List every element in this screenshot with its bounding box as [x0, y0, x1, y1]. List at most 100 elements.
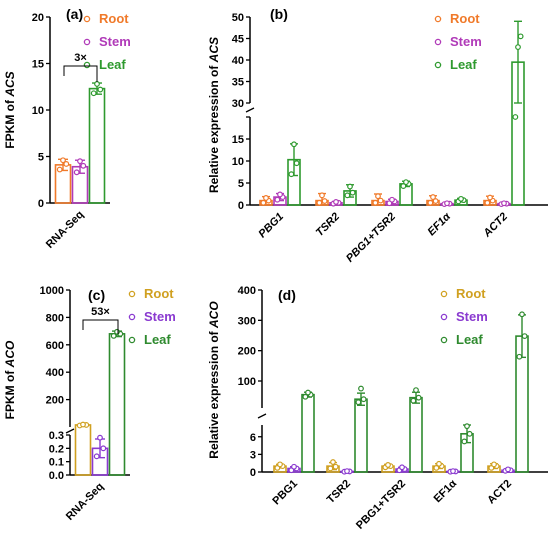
x-tick-label: EF1α [426, 210, 454, 238]
y-tick-label: 0.2 [49, 443, 64, 455]
y-axis-label-text: FPKM of [3, 97, 17, 149]
data-point [80, 162, 87, 169]
data-point [291, 141, 297, 148]
y-tick-label: 5 [38, 152, 44, 164]
bar-leaf [301, 393, 315, 473]
data-point [277, 191, 283, 198]
y-tick-label: 0 [250, 467, 256, 479]
bar-leaf [354, 398, 368, 473]
legend-label-stem: Stem [450, 34, 482, 49]
legend-label-stem: Stem [456, 309, 488, 324]
data-point [114, 328, 120, 335]
annotation-label: 3× [74, 52, 87, 64]
data-point [375, 193, 381, 200]
y-axis-label-text: Relative expression of [207, 328, 221, 459]
legend-marker-leaf [434, 61, 442, 69]
y-tick-label: 1000 [40, 285, 64, 297]
data-point [355, 399, 362, 406]
x-tick-label: PBG1 [270, 478, 300, 508]
x-tick-label: PBG1+TSR2 [354, 478, 408, 532]
legend-label-root: Root [456, 286, 486, 301]
y-tick-label: 300 [238, 315, 256, 327]
panel-label: (a) [66, 6, 83, 22]
legend-marker-leaf [440, 336, 448, 344]
data-point [430, 194, 436, 200]
panel-label: (b) [270, 6, 288, 22]
data-point [316, 199, 323, 206]
data-point [110, 332, 117, 339]
bar-leaf [409, 396, 423, 473]
x-tick-label: TSR2 [325, 478, 353, 506]
data-point [516, 353, 523, 360]
data-point [450, 468, 456, 475]
panel-label: (c) [88, 287, 105, 303]
y-tick-label: 100 [238, 376, 256, 388]
axis-break-mark [257, 413, 267, 419]
data-point [93, 453, 100, 460]
data-point [466, 430, 473, 437]
data-point [399, 464, 405, 471]
y-tick-label: 10 [32, 105, 44, 117]
y-tick-label: 600 [46, 340, 64, 352]
data-point [521, 333, 528, 340]
data-point [403, 179, 409, 186]
bar-leaf [108, 333, 126, 476]
y-axis-label-gene: ACS [207, 37, 221, 63]
data-point [332, 463, 339, 470]
data-point [97, 434, 103, 441]
data-point [400, 183, 407, 189]
y-tick-label: 200 [46, 395, 64, 407]
data-point [433, 464, 440, 471]
data-point [491, 461, 497, 468]
data-point [90, 90, 97, 97]
data-point [349, 189, 356, 196]
y-tick-label: 400 [238, 285, 256, 297]
y-tick-label: 200 [238, 346, 256, 358]
data-point [302, 393, 309, 400]
legend-marker-stem [128, 313, 136, 321]
y-tick-label: 0.1 [49, 457, 64, 469]
data-point [436, 460, 442, 467]
x-tick-label: PBG1 [256, 211, 286, 241]
x-tick-label: RNA-Seq [64, 481, 106, 523]
data-point [63, 161, 70, 167]
legend-marker-stem [434, 38, 442, 46]
data-point [100, 445, 107, 452]
legend-label-root: Root [450, 11, 480, 26]
data-point [501, 200, 507, 207]
legend-label-root: Root [99, 11, 129, 26]
panel-c: 0.00.1 0.20.3 200 400 600 800 1000 FPKM of ACO (… [3, 285, 176, 523]
data-point [274, 196, 281, 203]
data-point [305, 389, 311, 396]
bar-root [74, 424, 92, 476]
data-point [94, 81, 100, 87]
data-point [458, 195, 464, 202]
y-axis-label-gene: ACO [207, 301, 221, 329]
data-point [464, 423, 470, 430]
bar-leaf [88, 87, 106, 204]
y-tick-label: 45 [232, 34, 244, 46]
y-tick-label: 0 [38, 198, 44, 210]
y-tick-label: 0 [238, 200, 244, 212]
annotation-bracket [82, 319, 119, 334]
data-point [333, 199, 339, 205]
data-point [432, 198, 439, 204]
data-point [389, 196, 395, 203]
data-point [515, 44, 521, 50]
annotation-bracket [63, 65, 98, 82]
x-tick-label: ACT2 [485, 478, 514, 507]
data-point [512, 114, 519, 120]
y-axis-label-gene: ACS [3, 71, 17, 97]
data-point [77, 158, 83, 165]
data-point [319, 192, 325, 199]
data-point [327, 465, 334, 472]
data-point [288, 171, 295, 178]
y-tick-label: 10 [232, 156, 244, 168]
data-point [330, 459, 336, 465]
legend-label-leaf: Leaf [450, 57, 477, 72]
data-point [358, 385, 364, 392]
panel-label: (d) [278, 287, 296, 303]
legend-marker-leaf [128, 336, 136, 344]
legend-marker-root [440, 290, 448, 298]
